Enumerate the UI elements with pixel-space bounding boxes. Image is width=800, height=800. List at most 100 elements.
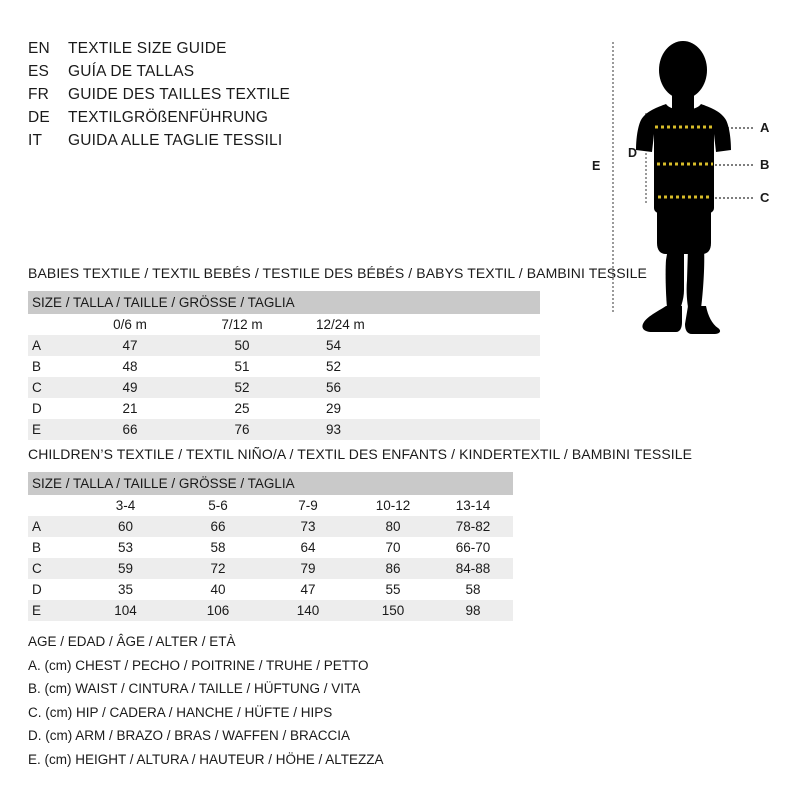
table-row: D 21 25 29 <box>28 398 540 419</box>
cell-value: 106 <box>173 600 263 621</box>
language-row-fr: FR GUIDE DES TAILLES TEXTILE <box>28 86 568 109</box>
row-label-spacer <box>28 314 74 335</box>
babies-section-title: BABIES TEXTILE / TEXTIL BEBÉS / TESTILE … <box>28 265 647 281</box>
cell-value: 84-88 <box>433 558 514 579</box>
row-label: E <box>28 419 74 440</box>
table-row: B 53 58 64 70 66-70 <box>28 537 513 558</box>
language-title: GUIDA ALLE TAGLIE TESSILI <box>68 132 283 149</box>
language-title: TEXTILGRÖßENFÜHRUNG <box>68 109 269 126</box>
column-header: 3-4 <box>78 495 173 516</box>
row-label: D <box>32 582 42 597</box>
waist-leader-line <box>715 164 753 166</box>
column-header: 0/6 m <box>74 314 186 335</box>
table-row: A 60 66 73 80 78-82 <box>28 516 514 537</box>
table-row: E 104 106 140 150 98 <box>28 600 514 621</box>
legend-line-age: AGE / EDAD / ÂGE / ALTER / ETÀ <box>28 634 236 649</box>
cell-value: 56 <box>298 377 541 398</box>
cell-value: 50 <box>186 335 298 356</box>
language-row-es: ES GUÍA DE TALLAS <box>28 63 568 86</box>
table-row: E 66 76 93 <box>28 419 541 440</box>
column-header: 7-9 <box>263 495 353 516</box>
table-row: C 49 52 56 <box>28 377 541 398</box>
column-header: 5-6 <box>173 495 263 516</box>
hip-marker-label: C <box>760 190 770 205</box>
cell-value: 76 <box>186 419 298 440</box>
cell-value: 72 <box>173 558 263 579</box>
cell-value: 79 <box>263 558 353 579</box>
language-row-it: IT GUIDA ALLE TAGLIE TESSILI <box>28 132 568 155</box>
language-code: FR <box>28 86 50 103</box>
chest-marker-label: A <box>760 120 770 135</box>
cell-value: 73 <box>263 516 353 537</box>
cell-value: 64 <box>300 540 316 555</box>
height-guide-line <box>612 42 614 312</box>
chest-leader-line <box>715 127 753 129</box>
cell-value: 49 <box>74 377 186 398</box>
language-code: ES <box>28 63 50 80</box>
language-code: IT <box>28 132 43 149</box>
cell-value: 98 <box>433 600 514 621</box>
row-label-spacer <box>28 495 78 516</box>
table-column-header-row: 0/6 m 7/12 m 12/24 m <box>28 314 541 335</box>
cell-value: 66 <box>173 516 263 537</box>
table-header-row: SIZE / TALLA / TAILLE / GRÖSSE / TAGLIA <box>28 472 514 495</box>
row-label: A <box>28 335 74 356</box>
waist-marker-label: B <box>760 157 770 172</box>
cell-value: 104 <box>78 600 173 621</box>
row-label: C <box>28 558 78 579</box>
cell-value: 66-70 <box>455 540 491 555</box>
babies-size-table: SIZE / TALLA / TAILLE / GRÖSSE / TAGLIA … <box>28 291 541 440</box>
table-row: D 35 40 47 55 58 <box>28 579 513 600</box>
cell-value: 66 <box>74 419 186 440</box>
legend-line-arm: D. (cm) ARM / BRAZO / BRAS / WAFFEN / BR… <box>28 728 351 743</box>
column-header: 7/12 m <box>186 314 298 335</box>
cell-value: 86 <box>353 558 433 579</box>
language-row-en: EN TEXTILE SIZE GUIDE <box>28 40 568 63</box>
cell-value: 140 <box>263 600 353 621</box>
cell-value: 25 <box>234 401 250 416</box>
language-code: EN <box>28 40 50 57</box>
row-label: B <box>32 359 42 374</box>
language-header: EN TEXTILE SIZE GUIDE ES GUÍA DE TALLAS … <box>28 40 568 155</box>
cell-value: 55 <box>385 582 401 597</box>
legend-line-hip: C. (cm) HIP / CADERA / HANCHE / HÜFTE / … <box>28 704 333 720</box>
cell-value: 51 <box>234 359 250 374</box>
cell-value: 40 <box>210 582 226 597</box>
cell-value: 47 <box>74 335 186 356</box>
cell-value: 53 <box>117 540 134 555</box>
cell-value: 150 <box>353 600 433 621</box>
row-label: D <box>32 401 42 416</box>
children-section-title: CHILDREN’S TEXTILE / TEXTIL NIÑO/A / TEX… <box>28 446 693 462</box>
cell-value: 59 <box>78 558 173 579</box>
column-header: 12/24 m <box>298 314 541 335</box>
cell-value: 80 <box>353 516 433 537</box>
cell-value: 58 <box>465 582 481 597</box>
cell-value: 52 <box>326 359 342 374</box>
child-silhouette-icon <box>636 41 731 334</box>
babies-size-bar-label: SIZE / TALLA / TAILLE / GRÖSSE / TAGLIA <box>28 291 541 314</box>
row-label: A <box>28 516 78 537</box>
legend-line-chest: A. (cm) CHEST / PECHO / POITRINE / TRUHE… <box>28 657 369 673</box>
cell-value: 21 <box>122 401 138 416</box>
legend-line-height: E. (cm) HEIGHT / ALTURA / HAUTEUR / HÖHE… <box>28 751 384 767</box>
cell-value: 35 <box>117 582 134 597</box>
cell-value: 29 <box>326 401 342 416</box>
arm-guide-line <box>645 113 647 203</box>
language-title: GUÍA DE TALLAS <box>68 63 195 80</box>
children-size-table: SIZE / TALLA / TAILLE / GRÖSSE / TAGLIA … <box>28 472 514 621</box>
table-header-row: SIZE / TALLA / TAILLE / GRÖSSE / TAGLIA <box>28 291 541 314</box>
cell-value: 60 <box>78 516 173 537</box>
cell-value: 54 <box>298 335 541 356</box>
cell-value: 48 <box>122 359 138 374</box>
language-code: DE <box>28 109 50 126</box>
children-size-bar-label: SIZE / TALLA / TAILLE / GRÖSSE / TAGLIA <box>28 472 514 495</box>
measurement-figure-panel: E D A B C <box>570 30 800 334</box>
height-marker-label: E <box>592 159 601 173</box>
row-label: E <box>28 600 78 621</box>
cell-value: 93 <box>298 419 541 440</box>
row-label: B <box>32 540 42 555</box>
arm-marker-label: D <box>628 146 638 160</box>
cell-value: 52 <box>186 377 298 398</box>
measurement-legend: AGE / EDAD / ÂGE / ALTER / ETÀ A. (cm) C… <box>28 630 548 771</box>
legend-line-waist: B. (cm) WAIST / CINTURA / TAILLE / HÜFTU… <box>28 681 361 696</box>
